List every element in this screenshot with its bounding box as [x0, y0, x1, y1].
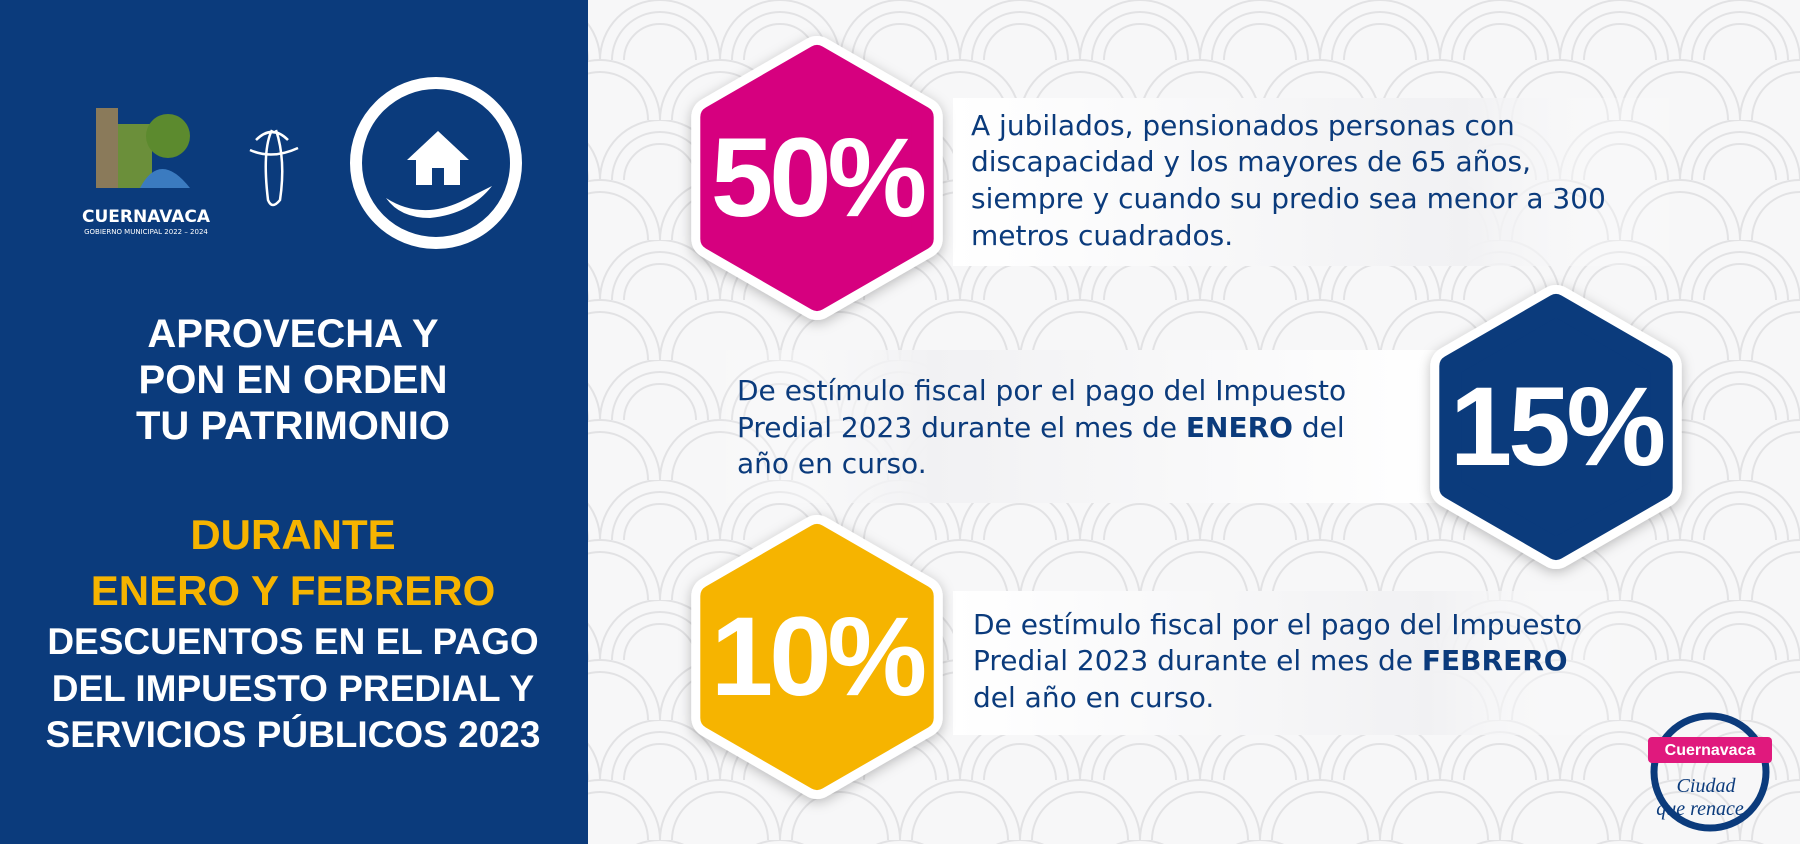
headline-line: APROVECHA Y	[147, 312, 438, 356]
city-logo: CUERNAVACA GOBIERNO MUNICIPAL 2022 – 202…	[82, 108, 211, 236]
subject-line: DESCUENTOS EN EL PAGO	[47, 621, 538, 662]
emblem	[249, 129, 299, 207]
city-badge: Cuernavaca Ciudad que renace	[1648, 712, 1772, 832]
description-line: A jubilados, pensionados personas con	[971, 109, 1515, 142]
period-line: ENERO Y FEBRERO	[91, 567, 496, 614]
description-text: del	[1293, 411, 1345, 444]
period-line: DURANTE	[190, 511, 395, 558]
percent: 15%	[1450, 364, 1664, 489]
government-label: GOBIERNO MUNICIPAL 2022 – 2024	[84, 228, 208, 236]
description-text: Predial 2023 durante el mes de	[973, 644, 1422, 677]
description-text: discapacidad y los mayores de 65 años,	[971, 145, 1531, 178]
badge-name: Cuernavaca	[1665, 742, 1756, 759]
badge-slogan: que renace	[1656, 798, 1744, 820]
percent: 10%	[711, 594, 925, 719]
headline-line: PON EN ORDEN	[139, 358, 448, 402]
text-card	[712, 350, 1442, 503]
description-text: De estímulo fiscal por el pago del Impue…	[737, 374, 1346, 407]
description: De estímulo fiscal por el pago del Impue…	[973, 608, 1582, 714]
description-line: De estímulo fiscal por el pago del Impue…	[737, 374, 1346, 407]
description-line: Predial 2023 durante el mes de ENERO del	[737, 411, 1345, 444]
badge-slogan: Ciudad	[1677, 775, 1737, 797]
description-line: siempre y cuando su predio sea menor a 3…	[971, 182, 1606, 215]
discount-item: A jubilados, pensionados personas con dis…	[691, 36, 1683, 320]
subject-line: SERVICIOS PÚBLICOS 2023	[46, 713, 541, 755]
city-name: CUERNAVACA	[82, 207, 211, 227]
description-text: año en curso.	[737, 447, 927, 480]
emphasis: ENERO	[1186, 411, 1293, 444]
discount-item: De estímulo fiscal por el pago del Impue…	[712, 285, 1682, 569]
description-text: del año en curso.	[973, 681, 1214, 714]
hexagon	[700, 45, 934, 311]
description-line: año en curso.	[737, 447, 927, 480]
description-text: siempre y cuando su predio sea menor a 3…	[971, 182, 1606, 215]
description-line: De estímulo fiscal por el pago del Impue…	[973, 608, 1582, 641]
description: A jubilados, pensionados personas con dis…	[971, 109, 1606, 252]
description-text: A jubilados, pensionados personas con	[971, 109, 1515, 142]
emphasis: FEBRERO	[1422, 644, 1568, 677]
hexagon	[1439, 294, 1673, 560]
description-text: De estímulo fiscal por el pago del Impue…	[973, 608, 1582, 641]
description-line: discapacidad y los mayores de 65 años,	[971, 145, 1531, 178]
subject-line: DEL IMPUESTO PREDIAL Y	[52, 668, 535, 709]
description-line: Predial 2023 durante el mes de FEBRERO	[973, 644, 1568, 677]
percent: 50%	[711, 115, 925, 240]
description-text: metros cuadrados.	[971, 219, 1233, 252]
description-line: del año en curso.	[973, 681, 1214, 714]
description-line: metros cuadrados.	[971, 219, 1233, 252]
text-card	[953, 591, 1633, 735]
discount-item: De estímulo fiscal por el pago del Impue…	[691, 515, 1633, 799]
description-text: Predial 2023 durante el mes de	[737, 411, 1186, 444]
text-card	[953, 98, 1683, 266]
hexagon	[700, 524, 934, 790]
description: De estímulo fiscal por el pago del Impue…	[737, 374, 1346, 480]
home-icon	[350, 77, 522, 249]
headline-line: TU PATRIMONIO	[136, 404, 450, 448]
discount-list: A jubilados, pensionados personas con dis…	[691, 36, 1683, 799]
